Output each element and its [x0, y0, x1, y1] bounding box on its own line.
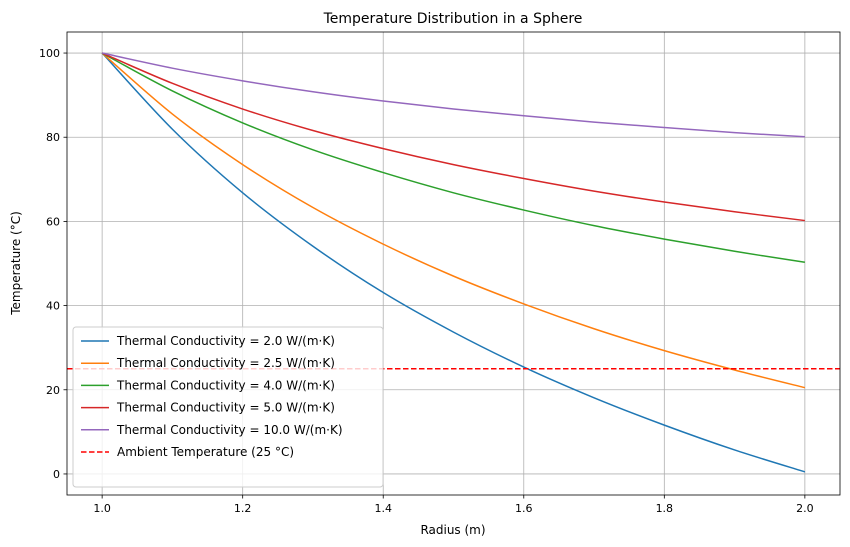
legend: Thermal Conductivity = 2.0 W/(m·K) Therma…	[72, 326, 384, 488]
x-tick-label: 1.2	[234, 502, 252, 515]
series-line	[101, 52, 806, 473]
y-tick-label: 60	[46, 215, 60, 228]
x-tick-label: 1.4	[374, 502, 392, 515]
legend-label: Thermal Conductivity = 2.0 W/(m·K)	[116, 334, 335, 348]
legend-label: Thermal Conductivity = 10.0 W/(m·K)	[116, 423, 343, 437]
legend-label: Thermal Conductivity = 4.0 W/(m·K)	[116, 378, 335, 392]
x-tick-label: 2.0	[796, 502, 814, 515]
legend-label: Thermal Conductivity = 2.5 W/(m·K)	[116, 356, 335, 370]
x-tick-label: 1.6	[515, 502, 533, 515]
x-axis-label: Radius (m)	[420, 523, 485, 537]
y-tick-label: 0	[53, 468, 60, 481]
series-line	[101, 52, 806, 389]
series-line	[101, 52, 805, 263]
plot-frame	[66, 31, 841, 496]
series-line	[101, 52, 805, 138]
y-tick-label: 100	[39, 47, 60, 60]
y-axis-label: Temperature (°C)	[9, 211, 23, 316]
y-tick-label: 80	[46, 131, 60, 144]
legend-label: Ambient Temperature (25 °C)	[117, 445, 294, 459]
chart-title: Temperature Distribution in a Sphere	[323, 11, 583, 27]
x-tick-label: 1.0	[93, 502, 111, 515]
y-tick-label: 20	[46, 384, 60, 397]
ticks: 1.0 1.2 1.4 1.6 1.8 2.0 0 20 40 60 80 100	[39, 47, 814, 515]
legend-label: Thermal Conductivity = 5.0 W/(m·K)	[116, 401, 335, 415]
series-line	[101, 52, 805, 222]
x-tick-label: 1.8	[656, 502, 674, 515]
series-lines	[67, 52, 840, 473]
legend-box	[72, 326, 384, 488]
y-tick-label: 40	[46, 300, 60, 313]
